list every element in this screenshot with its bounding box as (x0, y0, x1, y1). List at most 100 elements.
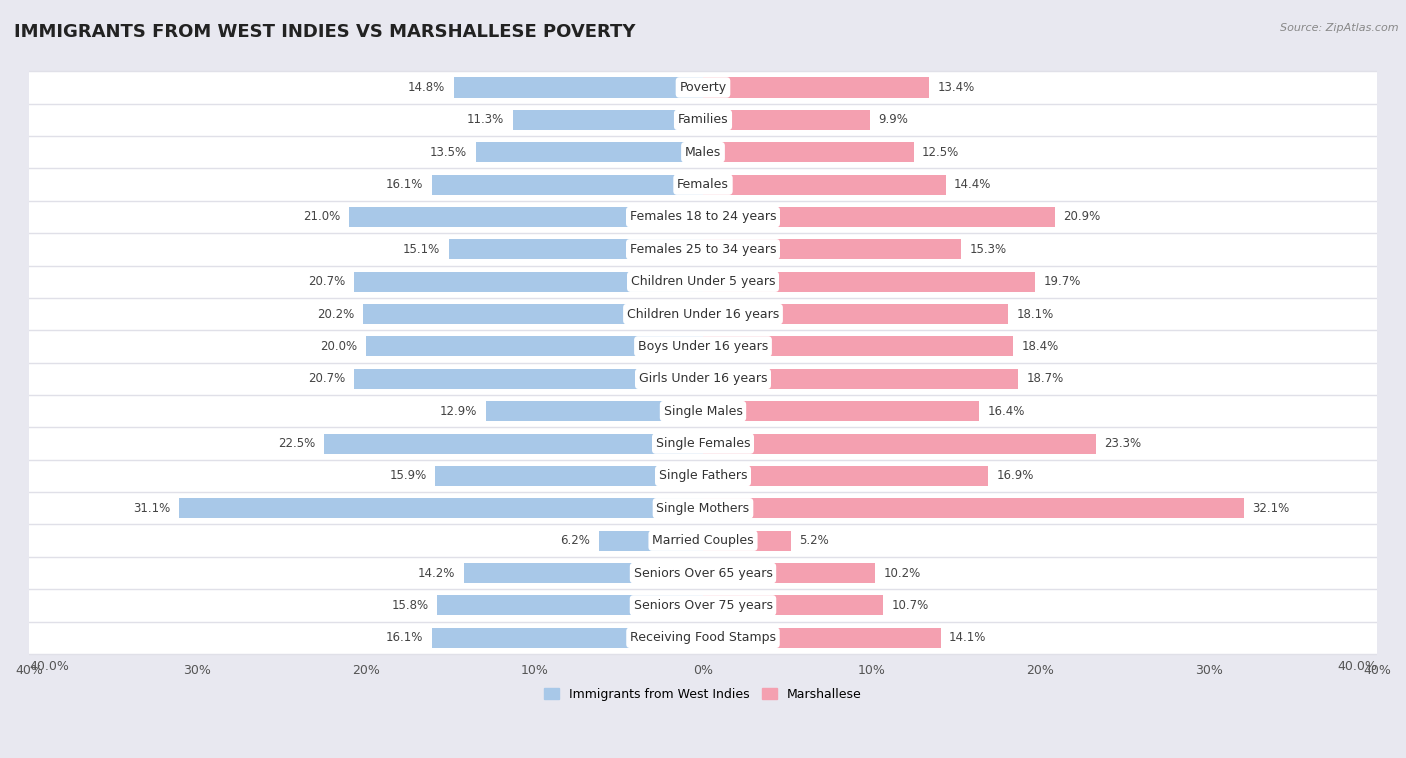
Bar (703, 563, 875, 583)
Text: Children Under 5 years: Children Under 5 years (631, 275, 775, 288)
Text: 18.7%: 18.7% (1026, 372, 1064, 385)
Bar (434, 466, 703, 486)
Bar (703, 77, 929, 98)
FancyBboxPatch shape (0, 428, 1406, 460)
Text: 12.9%: 12.9% (440, 405, 477, 418)
Text: Seniors Over 65 years: Seniors Over 65 years (634, 566, 772, 580)
FancyBboxPatch shape (0, 395, 1406, 428)
Bar (349, 207, 703, 227)
Text: Families: Families (678, 114, 728, 127)
Bar (703, 337, 1014, 356)
Text: 14.2%: 14.2% (418, 566, 456, 580)
Text: 20.0%: 20.0% (321, 340, 357, 353)
Bar (464, 563, 703, 583)
Text: 13.4%: 13.4% (938, 81, 974, 94)
Text: Females: Females (678, 178, 728, 191)
Bar (703, 531, 790, 551)
Text: 21.0%: 21.0% (304, 211, 340, 224)
Bar (703, 143, 914, 162)
Bar (599, 531, 703, 551)
Text: 20.9%: 20.9% (1063, 211, 1101, 224)
Bar (703, 174, 946, 195)
FancyBboxPatch shape (0, 71, 1406, 104)
FancyBboxPatch shape (0, 589, 1406, 622)
Text: 10.2%: 10.2% (883, 566, 921, 580)
Bar (703, 466, 988, 486)
FancyBboxPatch shape (0, 330, 1406, 362)
Bar (703, 498, 1244, 518)
FancyBboxPatch shape (0, 233, 1406, 265)
Text: 10.7%: 10.7% (891, 599, 929, 612)
Bar (354, 271, 703, 292)
Bar (513, 110, 703, 130)
Text: Receiving Food Stamps: Receiving Food Stamps (630, 631, 776, 644)
Text: Source: ZipAtlas.com: Source: ZipAtlas.com (1281, 23, 1399, 33)
Text: 14.1%: 14.1% (949, 631, 987, 644)
Text: 15.1%: 15.1% (404, 243, 440, 256)
FancyBboxPatch shape (0, 136, 1406, 168)
Bar (703, 304, 1008, 324)
Text: 19.7%: 19.7% (1043, 275, 1081, 288)
Legend: Immigrants from West Indies, Marshallese: Immigrants from West Indies, Marshallese (538, 683, 868, 706)
Text: 12.5%: 12.5% (922, 146, 959, 158)
Text: 40.0%: 40.0% (1337, 660, 1376, 673)
Text: 22.5%: 22.5% (278, 437, 315, 450)
Text: 18.1%: 18.1% (1017, 308, 1053, 321)
Text: 15.3%: 15.3% (969, 243, 1007, 256)
FancyBboxPatch shape (0, 168, 1406, 201)
FancyBboxPatch shape (0, 265, 1406, 298)
Bar (703, 369, 1018, 389)
Text: Seniors Over 75 years: Seniors Over 75 years (634, 599, 772, 612)
Text: 23.3%: 23.3% (1104, 437, 1142, 450)
Bar (703, 434, 1095, 453)
Text: Girls Under 16 years: Girls Under 16 years (638, 372, 768, 385)
Text: 16.1%: 16.1% (385, 631, 423, 644)
Bar (323, 434, 703, 453)
Text: Poverty: Poverty (679, 81, 727, 94)
Bar (363, 304, 703, 324)
Bar (703, 240, 960, 259)
Text: 40.0%: 40.0% (30, 660, 69, 673)
Bar (432, 628, 703, 648)
Text: Single Females: Single Females (655, 437, 751, 450)
Bar (432, 174, 703, 195)
Text: Married Couples: Married Couples (652, 534, 754, 547)
Text: 15.9%: 15.9% (389, 469, 426, 482)
Bar (703, 595, 883, 615)
Text: Single Fathers: Single Fathers (659, 469, 747, 482)
FancyBboxPatch shape (0, 525, 1406, 557)
Text: Single Males: Single Males (664, 405, 742, 418)
Text: 11.3%: 11.3% (467, 114, 505, 127)
Text: 20.7%: 20.7% (308, 275, 346, 288)
Text: 14.4%: 14.4% (955, 178, 991, 191)
Text: 15.8%: 15.8% (391, 599, 429, 612)
Text: 13.5%: 13.5% (430, 146, 467, 158)
Text: 6.2%: 6.2% (560, 534, 591, 547)
Text: IMMIGRANTS FROM WEST INDIES VS MARSHALLESE POVERTY: IMMIGRANTS FROM WEST INDIES VS MARSHALLE… (14, 23, 636, 41)
Bar (366, 337, 703, 356)
FancyBboxPatch shape (0, 557, 1406, 589)
Bar (703, 401, 980, 421)
Text: 20.2%: 20.2% (316, 308, 354, 321)
Text: 32.1%: 32.1% (1253, 502, 1289, 515)
Bar (475, 143, 703, 162)
Bar (454, 77, 703, 98)
Text: Children Under 16 years: Children Under 16 years (627, 308, 779, 321)
Text: 5.2%: 5.2% (799, 534, 828, 547)
FancyBboxPatch shape (0, 362, 1406, 395)
Bar (703, 628, 941, 648)
Text: 16.9%: 16.9% (997, 469, 1033, 482)
Text: Boys Under 16 years: Boys Under 16 years (638, 340, 768, 353)
Text: 9.9%: 9.9% (879, 114, 908, 127)
Text: 20.7%: 20.7% (308, 372, 346, 385)
Bar (703, 207, 1054, 227)
Text: Single Mothers: Single Mothers (657, 502, 749, 515)
Text: Males: Males (685, 146, 721, 158)
FancyBboxPatch shape (0, 622, 1406, 654)
Text: Females 18 to 24 years: Females 18 to 24 years (630, 211, 776, 224)
Bar (437, 595, 703, 615)
FancyBboxPatch shape (0, 104, 1406, 136)
Bar (354, 369, 703, 389)
FancyBboxPatch shape (0, 201, 1406, 233)
Text: 16.4%: 16.4% (988, 405, 1025, 418)
